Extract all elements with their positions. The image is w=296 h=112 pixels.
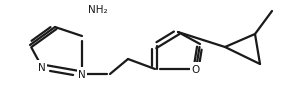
Text: N: N xyxy=(38,62,46,72)
Text: NH₂: NH₂ xyxy=(88,5,108,15)
Text: N: N xyxy=(78,69,86,79)
Text: O: O xyxy=(192,64,200,74)
